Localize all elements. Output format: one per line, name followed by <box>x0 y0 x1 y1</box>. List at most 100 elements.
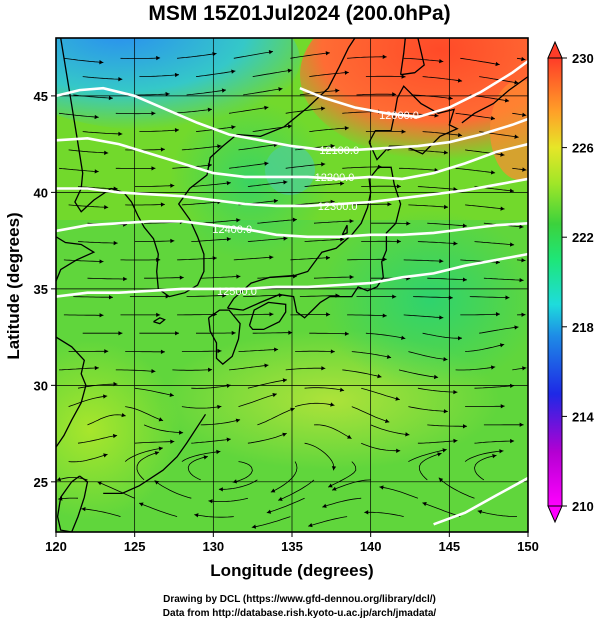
streamline <box>186 295 227 297</box>
streamline-arrow <box>495 312 500 317</box>
streamline-arrow <box>364 510 369 515</box>
streamline-arrow <box>437 452 442 457</box>
streamline-arrow <box>340 237 345 242</box>
streamline <box>270 461 298 493</box>
streamline <box>191 438 231 444</box>
streamline <box>294 402 335 407</box>
streamline <box>138 502 178 517</box>
streamline-arrow <box>270 488 276 493</box>
streamline <box>144 277 184 279</box>
streamline-arrow <box>325 51 330 56</box>
streamline <box>252 125 293 132</box>
streamline <box>82 131 123 135</box>
streamline <box>304 387 345 391</box>
streamline <box>68 204 109 208</box>
streamline <box>365 332 406 339</box>
streamline-arrow <box>108 295 113 300</box>
streamline <box>218 479 258 490</box>
colorbar-tick-label: 210 <box>572 499 594 514</box>
streamline <box>483 277 524 281</box>
colorbar-min-arrow <box>547 505 563 524</box>
streamline <box>361 442 401 452</box>
streamline-arrow <box>268 50 274 55</box>
streamline-arrow <box>326 312 331 317</box>
streamline-arrow <box>226 236 231 242</box>
streamline <box>422 131 463 136</box>
streamline <box>379 486 419 499</box>
streamline <box>257 408 295 426</box>
streamline-arrow <box>174 128 180 133</box>
streamline-arrow <box>308 523 313 528</box>
streamline-arrow <box>500 152 505 157</box>
streamline <box>479 326 519 334</box>
contour-label: 12500.0 <box>217 286 257 298</box>
streamline <box>474 440 515 444</box>
streamline-arrow <box>328 483 333 488</box>
streamline-arrow <box>174 72 179 78</box>
streamline-arrow <box>94 365 99 371</box>
streamline-arrow <box>522 167 527 172</box>
coastline-china-south-coast <box>56 236 96 282</box>
streamline-arrow <box>273 198 278 204</box>
streamline-arrow <box>521 56 526 62</box>
streamline-arrow <box>287 68 292 73</box>
streamline <box>200 275 241 279</box>
streamline <box>295 350 335 353</box>
streamline-arrow <box>519 422 524 427</box>
streamline-arrow <box>387 202 392 207</box>
streamline <box>477 510 518 517</box>
streamline-arrow <box>519 224 524 229</box>
x-tick-label: 120 <box>45 539 67 554</box>
streamline-arrow <box>519 277 524 283</box>
streamline-arrow <box>439 58 444 64</box>
x-axis-title: Longitude (degrees) <box>210 561 373 580</box>
streamline-arrow <box>170 238 175 244</box>
streamline-arrow <box>401 335 406 340</box>
credit-data: Data from http://database.rish.kyoto-u.a… <box>162 608 437 619</box>
coastline-sado <box>341 224 348 236</box>
streamline <box>208 497 249 502</box>
streamline <box>465 405 505 407</box>
streamline <box>417 387 458 393</box>
streamline-arrow <box>504 98 510 103</box>
streamline-arrow <box>104 150 109 155</box>
streamline-arrow <box>422 502 427 507</box>
streamline-arrow <box>272 392 277 398</box>
streamline <box>474 454 497 481</box>
streamline <box>172 369 213 371</box>
streamline-arrow <box>377 374 382 379</box>
streamline <box>408 406 448 412</box>
streamline-arrow <box>522 366 527 371</box>
streamline-arrow <box>499 343 505 348</box>
streamline <box>181 350 222 352</box>
streamline <box>200 219 241 224</box>
colorbar-tick-label: 222 <box>572 230 594 245</box>
streamline <box>427 424 467 427</box>
streamline-arrow <box>330 199 335 205</box>
streamline-arrow <box>207 107 212 112</box>
streamline <box>403 314 444 319</box>
streamline-arrow <box>269 255 274 260</box>
streamline-arrow <box>392 92 397 97</box>
streamline <box>309 72 349 77</box>
streamline-arrow <box>231 125 236 130</box>
streamline <box>200 419 241 426</box>
streamline <box>417 241 458 245</box>
streamline-arrow <box>395 396 400 401</box>
streamline <box>408 204 449 208</box>
streamline <box>134 441 175 444</box>
streamline <box>278 479 315 501</box>
streamline <box>342 369 382 378</box>
streamline <box>124 447 163 462</box>
streamline <box>351 203 392 206</box>
streamline-arrow <box>113 240 118 246</box>
streamline-arrow <box>112 433 118 439</box>
streamline-arrow <box>274 347 279 352</box>
streamline-arrow <box>514 325 519 330</box>
streamline <box>403 259 444 262</box>
x-tick-label: 130 <box>202 539 224 554</box>
colorbar-tick-label: 218 <box>572 320 594 335</box>
streamline-arrow <box>151 369 156 374</box>
streamline <box>243 88 283 96</box>
streamline-arrow <box>104 205 109 210</box>
